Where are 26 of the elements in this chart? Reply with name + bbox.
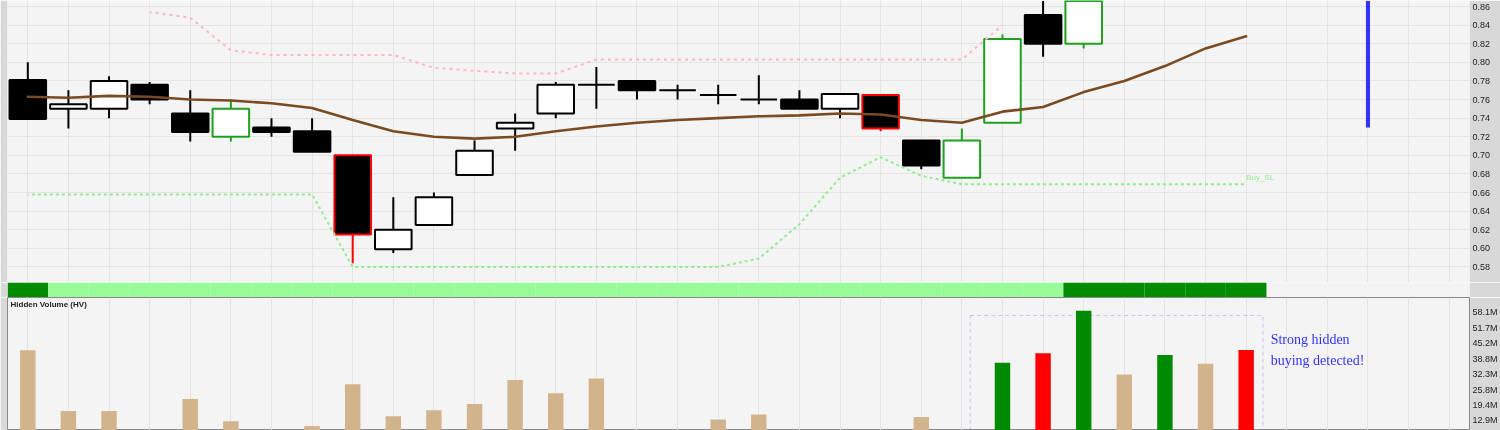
y-tick-label: 0.60 xyxy=(1472,243,1491,254)
y-tick-label: 51.7M xyxy=(1472,322,1498,333)
y-tick-label: 0.62 xyxy=(1472,224,1491,235)
y-tick-label: 0.72 xyxy=(1472,131,1491,142)
y-tick-label: 0.64 xyxy=(1472,206,1491,217)
y-tick-label: 0.74 xyxy=(1472,113,1491,124)
y-tick-label: 0.84 xyxy=(1472,20,1491,31)
y-tick-label: 0.66 xyxy=(1472,187,1491,198)
y-tick-label: 0.58 xyxy=(1472,261,1491,272)
y-tick-label: 0.76 xyxy=(1472,94,1491,105)
series-label: Buy_SL xyxy=(1246,173,1275,183)
y-tick-label: 45.2M xyxy=(1472,338,1498,349)
y-tick-label: 12.9M xyxy=(1472,415,1498,426)
y-tick-label: 0.86 xyxy=(1472,1,1491,12)
y-tick-label: 38.8M xyxy=(1472,353,1498,364)
y-tick-label: 0.68 xyxy=(1472,168,1491,179)
y-tick-label: 58.1M xyxy=(1472,307,1498,318)
chart-title: Hidden Volume (HV) xyxy=(10,299,88,309)
y-tick-label: 0.80 xyxy=(1472,57,1491,68)
y-tick-label: 0.78 xyxy=(1472,75,1491,86)
y-tick-label: 25.8M xyxy=(1472,384,1498,395)
annotation: Strong hidden buying detected! xyxy=(1270,331,1365,369)
y-tick-label: 19.4M xyxy=(1472,400,1498,410)
y-tick-label: 32.3M xyxy=(1472,369,1498,380)
y-tick-label: 0.82 xyxy=(1472,38,1491,49)
y-tick-label: 0.70 xyxy=(1472,150,1491,161)
